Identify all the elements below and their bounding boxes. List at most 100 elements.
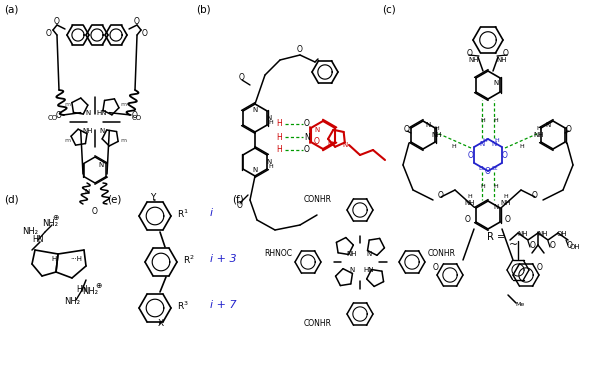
Text: O: O [505, 215, 511, 225]
Text: OH: OH [570, 244, 581, 250]
Text: N: N [493, 204, 499, 210]
Text: N: N [99, 128, 105, 134]
Text: CONHR: CONHR [304, 320, 332, 328]
Text: O: O [132, 111, 138, 120]
Text: ···H: ···H [70, 256, 82, 262]
Text: H: H [494, 119, 498, 124]
Text: O: O [467, 49, 473, 57]
Text: NH: NH [534, 132, 544, 138]
Text: N: N [84, 189, 90, 195]
Text: RHNOC: RHNOC [264, 250, 292, 258]
Text: NH₂: NH₂ [82, 288, 98, 296]
Text: NH₂: NH₂ [42, 220, 58, 228]
Text: O: O [46, 28, 52, 38]
Text: O: O [433, 263, 439, 272]
Text: OH: OH [557, 231, 567, 237]
Text: (b): (b) [196, 4, 211, 14]
Text: N: N [315, 127, 319, 133]
Text: HN: HN [97, 110, 107, 116]
Text: NH: NH [469, 57, 479, 63]
Text: O: O [567, 241, 573, 250]
Text: O: O [550, 241, 556, 250]
Text: H: H [268, 165, 273, 169]
Text: ⊕: ⊕ [95, 282, 101, 290]
Text: H: H [468, 195, 472, 200]
Text: i: i [210, 208, 213, 218]
Text: O: O [465, 215, 471, 225]
Text: O: O [314, 138, 320, 147]
Text: H: H [276, 146, 282, 155]
Text: O: O [532, 190, 538, 200]
Text: O: O [239, 73, 245, 82]
Text: O: O [468, 150, 474, 160]
Text: H: H [482, 138, 487, 144]
Text: NH₂: NH₂ [64, 298, 80, 307]
Text: H: H [435, 127, 439, 131]
Text: (f): (f) [232, 195, 244, 205]
Text: Et: Et [492, 166, 498, 171]
Text: O: O [237, 201, 243, 209]
Text: N: N [545, 122, 551, 128]
Text: (a): (a) [4, 4, 18, 14]
Text: NH: NH [497, 57, 507, 63]
Text: HN: HN [364, 267, 375, 273]
Text: N: N [425, 122, 431, 128]
Text: H: H [494, 184, 498, 188]
Text: O: O [503, 49, 509, 57]
Text: NH: NH [465, 200, 475, 206]
Text: O: O [566, 125, 572, 135]
Text: N: N [98, 162, 104, 168]
Text: i + 7: i + 7 [210, 300, 236, 310]
Text: N: N [85, 110, 91, 116]
Text: CO: CO [48, 115, 58, 121]
Text: N: N [252, 167, 258, 173]
Text: CONHR: CONHR [304, 195, 332, 204]
Text: R$^3$: R$^3$ [177, 300, 189, 312]
Text: ~: ~ [510, 240, 519, 250]
Text: CONHR: CONHR [428, 250, 456, 258]
Text: O: O [530, 241, 536, 250]
Text: NH₂: NH₂ [22, 228, 38, 236]
Text: CO: CO [132, 115, 142, 121]
Text: O: O [438, 190, 444, 200]
Text: N: N [367, 251, 371, 257]
Text: N: N [350, 267, 355, 273]
Text: H: H [52, 256, 56, 262]
Text: NH: NH [431, 132, 442, 138]
Text: O: O [92, 207, 98, 217]
Text: H: H [519, 144, 524, 149]
Text: H: H [481, 184, 485, 188]
Text: (e): (e) [107, 195, 121, 205]
Text: O: O [537, 263, 543, 272]
Text: N: N [267, 115, 271, 121]
Text: H: H [504, 195, 508, 200]
Text: HN: HN [32, 236, 44, 244]
Text: H: H [494, 138, 499, 144]
Text: HN: HN [76, 285, 88, 294]
Text: Y: Y [150, 193, 156, 203]
Text: m: m [120, 138, 126, 142]
Text: H: H [451, 144, 456, 149]
Text: O: O [404, 125, 410, 135]
Text: (d): (d) [4, 195, 19, 205]
Text: H: H [276, 133, 282, 141]
Text: N: N [479, 141, 485, 147]
Text: O: O [56, 111, 62, 120]
Text: N: N [252, 107, 258, 113]
Text: N: N [342, 142, 348, 148]
Text: O: O [304, 146, 310, 155]
Text: (c): (c) [382, 4, 396, 14]
Text: H: H [537, 127, 541, 131]
Text: NH: NH [83, 128, 93, 134]
Text: H: H [268, 120, 273, 125]
Text: R$^2$: R$^2$ [183, 254, 195, 266]
Text: i + 3: i + 3 [210, 254, 236, 264]
Text: NH: NH [501, 200, 511, 206]
Text: ⊕: ⊕ [52, 214, 58, 223]
Text: Me: Me [515, 302, 525, 307]
Text: O: O [485, 168, 491, 176]
Text: O: O [502, 150, 508, 160]
Text: O: O [142, 28, 148, 38]
Text: O: O [304, 119, 310, 128]
Text: R$^1$: R$^1$ [177, 208, 189, 220]
